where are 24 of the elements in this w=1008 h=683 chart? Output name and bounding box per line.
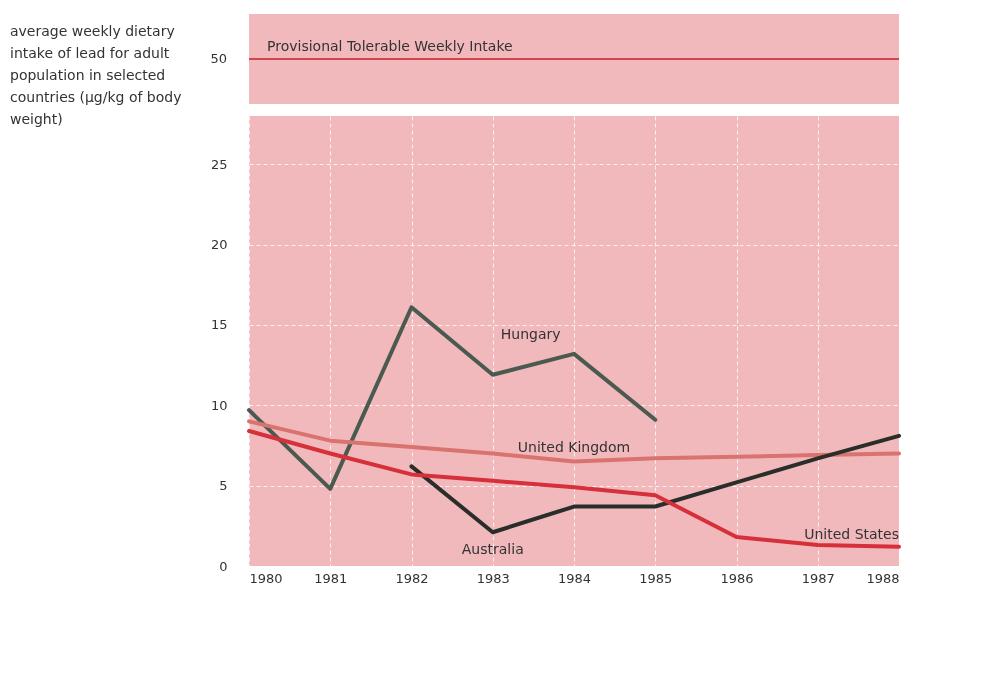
text: average weekly dietary intake of lead for adult population in selected countries (µg/kg of body weight): [10, 23, 182, 127]
line-series: [247, 305, 658, 491]
series-label: United Kingdom: [517, 438, 631, 455]
x-tick-label: 1982: [395, 570, 429, 586]
series-label: Australia: [461, 541, 524, 558]
y-tick-label: 25: [210, 156, 228, 172]
line-series: [247, 419, 901, 464]
x-tick-label: 1985: [639, 570, 673, 586]
y-tick-label: 5: [219, 478, 228, 494]
y-tick-label: 15: [210, 317, 228, 333]
y-tick-label: 20: [210, 237, 228, 253]
text: 50: [210, 51, 227, 66]
y-tick-label: 0: [219, 558, 228, 574]
text: Provisional Tolerable Weekly Intake: [267, 38, 513, 54]
x-tick-label: 1986: [720, 570, 754, 586]
x-tick-label: 1983: [476, 570, 510, 586]
x-tick-label: 1980: [249, 570, 283, 586]
series-label: Hungary: [500, 325, 561, 342]
x-tick-label: 1984: [557, 570, 592, 586]
y-tick-label: 10: [210, 397, 228, 413]
series-label: United States: [804, 525, 899, 542]
x-tick-label: 1988: [866, 570, 900, 586]
x-tick-label: 1987: [801, 570, 835, 586]
x-tick-label: 1981: [314, 570, 348, 586]
